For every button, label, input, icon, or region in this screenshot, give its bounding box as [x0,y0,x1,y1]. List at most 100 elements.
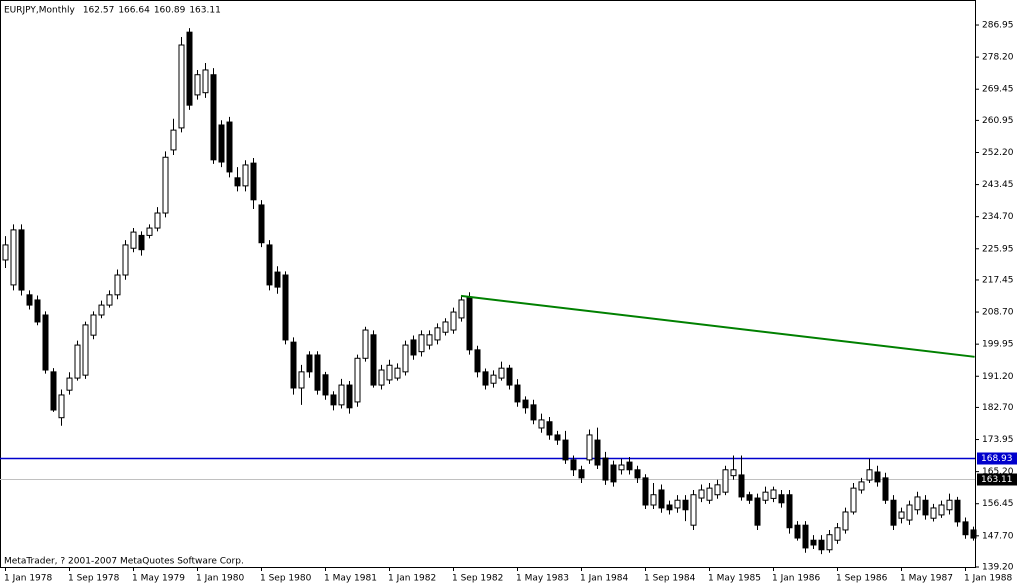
candle-up [66,377,73,391]
header-value: 160.89 [154,6,186,16]
candle-down [954,499,961,523]
candle-down [482,371,489,386]
candle-down [962,521,969,536]
candle-up [706,487,713,501]
candle-up [938,504,945,516]
candle-up [98,304,105,316]
candle-up [834,527,841,541]
candle-up [426,334,433,346]
x-tick-label: 1 Sep 1978 [68,574,120,584]
candle-down [50,371,57,411]
candle-down [794,524,801,539]
candle-up [698,489,705,499]
candle-down [610,464,617,483]
candle-up [82,324,89,376]
x-tick-label: 1 May 1987 [900,574,953,584]
x-tick-label: 1 Jan 1978 [4,574,52,584]
footer: MetaTrader, ? 2001-2007 MetaQuotes Softw… [4,557,244,567]
y-tick-label: 252.20 [982,148,1014,158]
candle-up [202,69,209,94]
price-label-box [977,452,1017,465]
y-tick-label: 199.95 [982,340,1014,350]
candle-up [434,327,441,341]
candle-up [58,394,65,419]
x-tick-label: 1 May 1981 [324,574,377,584]
candle-up [690,494,697,526]
candle-up [714,484,721,496]
candle-down [226,121,233,173]
candle-up [898,511,905,519]
candle-up [386,364,393,381]
candle-up [418,334,425,353]
x-tick-label: 1 Jan 1982 [388,574,436,584]
x-tick-label: 1 Jan 1986 [772,574,820,584]
x-tick-label: 1 May 1983 [516,574,569,584]
candle-down [530,404,537,421]
candle-up [930,507,937,519]
y-tick-label: 278.20 [982,53,1014,63]
candle-down [258,204,265,244]
candle-up [130,231,137,249]
price-label-box [977,473,1017,486]
y-tick-label: 260.95 [982,116,1014,126]
candle-up [378,369,385,386]
candle-down [210,74,217,161]
y-tick-label: 165.20 [982,467,1014,477]
y-tick-label: 173.95 [982,435,1014,445]
candle-down [578,469,585,479]
candle-down [778,494,785,504]
candle-down [18,229,25,291]
candle-up [10,229,17,286]
candle-up [498,367,505,379]
candle-up [2,244,9,261]
candle-down [786,494,793,529]
candle-down [186,31,193,106]
y-tick-label: 182.70 [982,403,1014,413]
y-tick-label: 217.45 [982,275,1014,285]
candle-up [762,491,769,501]
candle-up [906,504,913,521]
x-tick-label: 1 Jan 1984 [580,574,628,584]
candle-up [586,434,593,461]
candle-down [682,499,689,511]
y-tick-label: 208.70 [982,308,1014,318]
x-tick-label: 1 Sep 1982 [452,574,503,584]
y-tick-label: 139.20 [982,563,1014,573]
candle-up [338,384,345,406]
candle-down [594,439,601,466]
candle-up [162,156,169,214]
candle-down [882,477,889,501]
candle-down [474,349,481,373]
symbol: EURJPY,Monthly [4,6,75,16]
candle-down [42,314,49,371]
candle-down [810,539,817,546]
candle-down [602,457,609,481]
y-tick-label: 156.45 [982,499,1014,509]
x-tick-label: 1 Sep 1986 [836,574,888,584]
candle-down [282,274,289,341]
candle-up [122,244,129,276]
x-tick-label: 1 Jan 1988 [964,574,1012,584]
candle-up [826,534,833,551]
candle-down [314,354,321,391]
candle-up [170,129,177,151]
candle-up [298,371,305,389]
price-label: 163.11 [981,475,1013,485]
candle-up [194,74,201,96]
candle-down [306,354,313,373]
candle-up [618,464,625,471]
candle-down [874,471,881,483]
plot-frame [0,0,976,568]
trendline [460,294,975,358]
candle-up [842,511,849,531]
candle-up [722,469,729,493]
candle-down [138,234,145,251]
candle-down [410,339,417,356]
y-tick-label: 191.20 [982,372,1014,382]
candle-down [34,299,41,323]
header-value: 166.64 [118,6,150,16]
candle-up [458,299,465,319]
candle-down [738,474,745,498]
